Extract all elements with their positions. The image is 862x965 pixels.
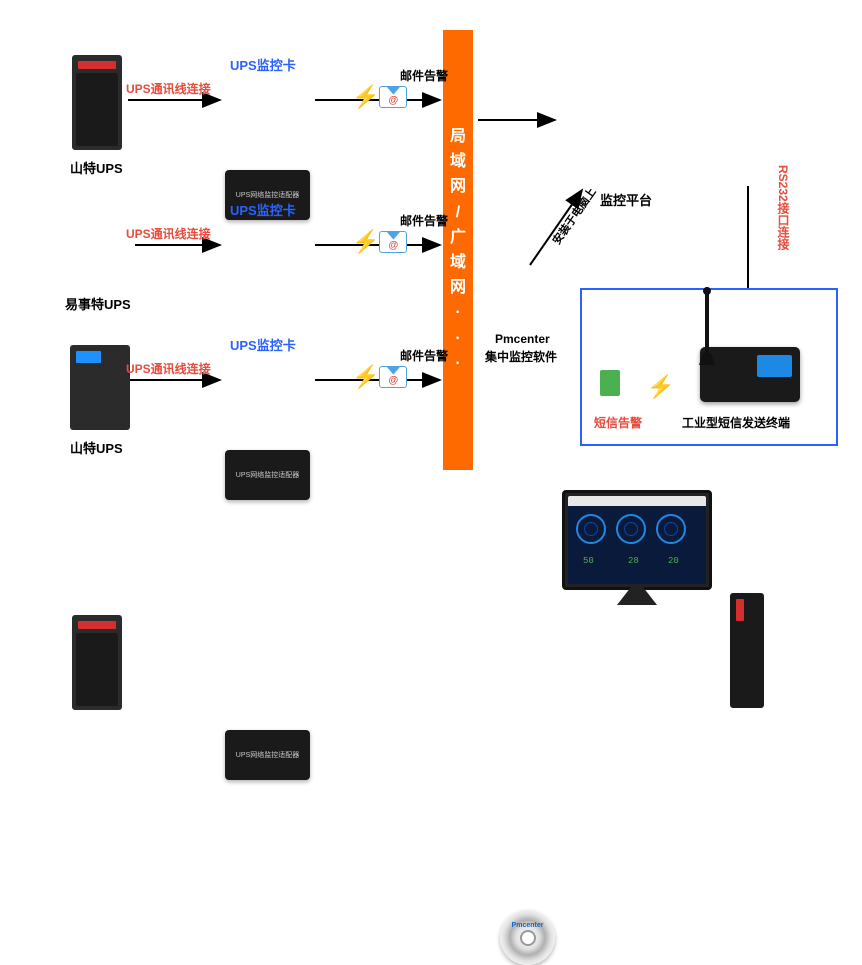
sms-terminal-icon [700,347,800,402]
ups-device [72,615,122,710]
ups-monitor-card: UPS网络监控适配器 [225,450,310,500]
ups-label: 山特UPS [70,438,123,457]
ups-device [70,345,130,430]
center-network-bar: 局域网/广域网··· [443,30,473,470]
cd-label-2: 集中监控软件 [485,348,557,365]
rs232-label: RS232接口连接 [775,165,792,250]
software-cd-icon: Pmcenter [500,910,555,965]
mail-alert-icon: ⚡@ [352,84,407,110]
sms-terminal-box: 工业型短信发送终端 ⚡ 短信告警 [580,288,838,446]
sms-alert-label: 短信告警 [594,414,642,431]
conn-label: UPS通讯线连接 [126,225,211,242]
pc-tower [730,593,764,708]
conn-label: UPS通讯线连接 [126,80,211,97]
conn-label: UPS通讯线连接 [126,360,211,377]
card-label: UPS监控卡 [230,200,296,219]
ups-monitor-card: UPS网络监控适配器 [225,730,310,780]
monitor-screen: 50 28 20 [568,496,706,584]
antenna-icon [705,287,709,357]
mail-alert-icon: ⚡@ [352,229,407,255]
card-label: UPS监控卡 [230,55,296,74]
card-label: UPS监控卡 [230,335,296,354]
diagram-stage: 局域网/广域网··· 山特UPS UPS通讯线连接 UPS网络监控适配器 UPS监控卡… [0,0,862,500]
mail-label: 邮件告警 [400,347,448,364]
ups-label: 山特UPS [70,158,123,177]
cd-inner-label: Pmcenter [512,922,544,929]
mail-alert-icon: ⚡@ [352,364,407,390]
ups-device [72,55,122,150]
cd-label-1: Pmcenter [495,332,550,346]
ups-label: 易事特UPS [65,294,131,313]
mail-label: 邮件告警 [400,67,448,84]
terminal-label: 工业型短信发送终端 [682,414,790,431]
sms-bolt-icon: ⚡ [647,374,674,400]
mail-label: 邮件告警 [400,212,448,229]
monitor-label: 监控平台 [600,190,652,209]
monitor-platform: 50 28 20 [562,490,712,590]
sms-doc-icon [600,370,620,396]
